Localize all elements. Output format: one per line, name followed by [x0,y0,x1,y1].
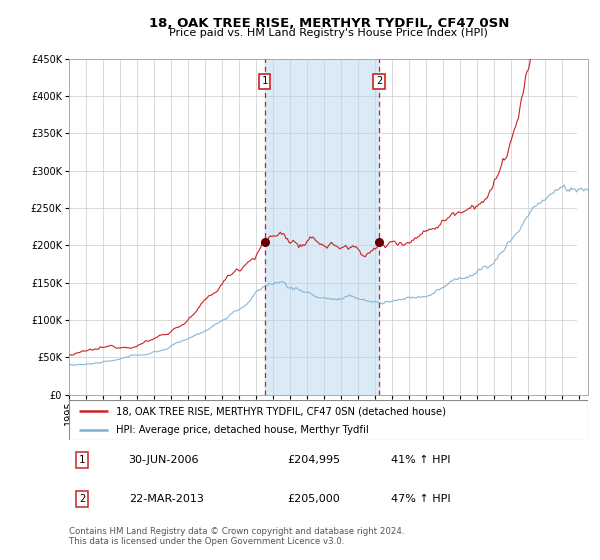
Text: 30-JUN-2006: 30-JUN-2006 [128,455,199,465]
Text: £205,000: £205,000 [287,494,340,504]
Bar [265,59,379,395]
Text: 18, OAK TREE RISE, MERTHYR TYDFIL, CF47 0SN (detached house): 18, OAK TREE RISE, MERTHYR TYDFIL, CF47 … [116,407,446,417]
Text: 18, OAK TREE RISE, MERTHYR TYDFIL, CF47 0SN: 18, OAK TREE RISE, MERTHYR TYDFIL, CF47 … [149,17,509,30]
Text: 1: 1 [79,455,85,465]
Text: £204,995: £204,995 [287,455,340,465]
Text: 1: 1 [262,76,268,86]
Bar [577,59,588,395]
Text: HPI: Average price, detached house, Merthyr Tydfil: HPI: Average price, detached house, Mert… [116,425,368,435]
Text: Price paid vs. HM Land Registry's House Price Index (HPI): Price paid vs. HM Land Registry's House … [169,28,488,38]
Text: 47% ↑ HPI: 47% ↑ HPI [391,494,451,504]
Text: 41% ↑ HPI: 41% ↑ HPI [391,455,450,465]
Text: 2: 2 [376,76,382,86]
Text: 2: 2 [79,494,85,504]
Text: 22-MAR-2013: 22-MAR-2013 [128,494,203,504]
Text: Contains HM Land Registry data © Crown copyright and database right 2024.
This d: Contains HM Land Registry data © Crown c… [69,526,404,546]
